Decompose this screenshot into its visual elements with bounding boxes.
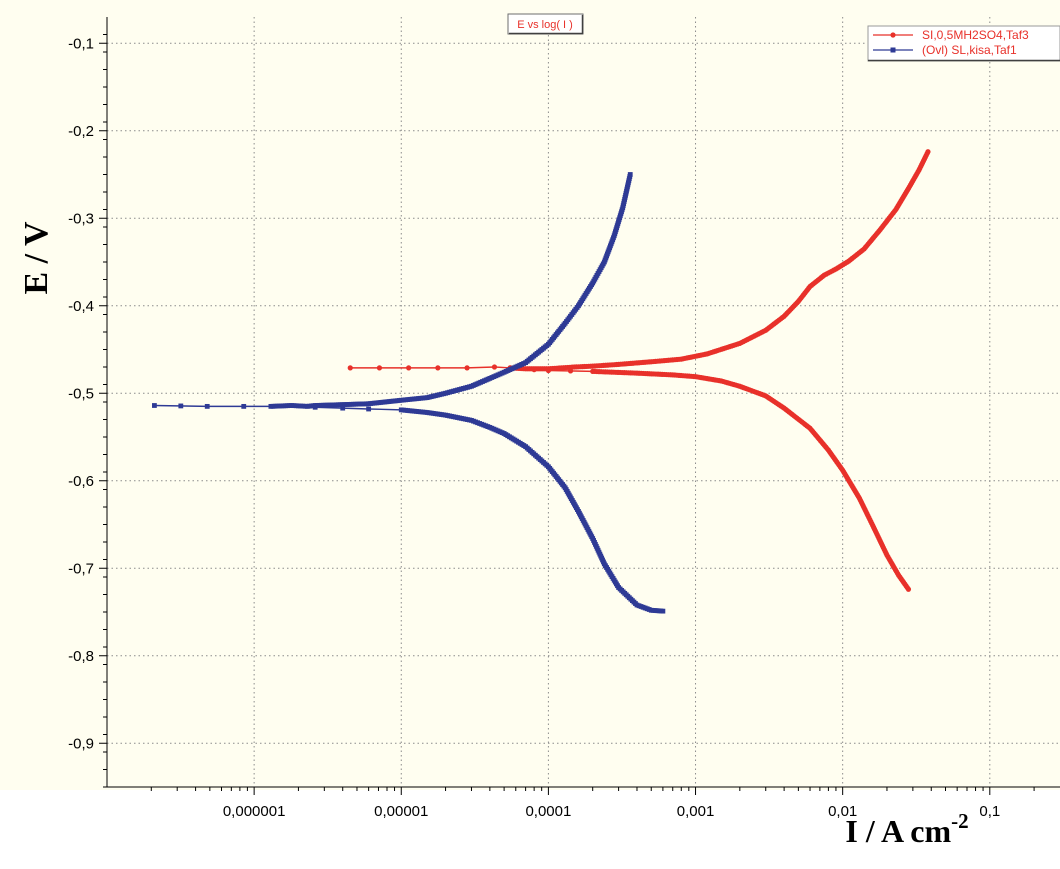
data-point-circle — [376, 365, 383, 371]
plot-title: E vs log( I ) — [517, 19, 573, 31]
data-point-circle — [435, 365, 441, 371]
y-tick-label: -0,4 — [68, 298, 94, 315]
legend-marker-circle — [890, 32, 896, 38]
data-point-square — [660, 608, 666, 614]
data-point-circle — [406, 365, 412, 371]
x-tick-label: 0,0001 — [525, 803, 571, 820]
y-tick-label: -0,6 — [68, 473, 94, 490]
y-tick-label: -0,9 — [68, 735, 94, 752]
data-point-square — [204, 403, 210, 409]
x-tick-label: 0,00001 — [374, 803, 428, 820]
data-point-square — [152, 403, 157, 408]
legend-box — [867, 25, 1060, 62]
axes-layer — [99, 17, 1060, 795]
y-tick-label: -0,2 — [68, 123, 94, 140]
x-tick-label: 0,001 — [677, 803, 715, 820]
plot-title-button[interactable]: E vs log( I ) — [507, 13, 584, 35]
data-point-square — [366, 406, 372, 412]
x-axis-title: I / A cm-2 — [845, 809, 968, 849]
y-tick-label: -0,8 — [68, 648, 94, 665]
plot-area — [0, 0, 1060, 790]
y-tick-label: -0,1 — [68, 35, 94, 52]
y-tick-label: -0,7 — [68, 560, 94, 577]
data-point-circle — [545, 367, 552, 374]
y-axis-title: E / V — [18, 221, 55, 295]
data-point-circle — [464, 365, 470, 371]
data-point-square — [178, 403, 184, 409]
grid-layer — [107, 17, 1060, 787]
y-tick-label: -0,3 — [68, 210, 94, 227]
data-point-square — [241, 403, 247, 409]
data-point-square — [312, 404, 318, 410]
data-point-square — [627, 172, 633, 177]
x-tick-label: 0,000001 — [223, 803, 286, 820]
data-point-circle — [491, 364, 498, 370]
data-point-circle — [905, 586, 912, 592]
y-tick-label: -0,5 — [68, 385, 94, 402]
data-point-circle — [925, 149, 931, 155]
legend-entry-blue: (Ovl) SL,kisa,Taf1 — [873, 43, 1017, 57]
legend-marker-square — [890, 47, 896, 53]
data-point-square — [340, 405, 346, 411]
x-tick-label: 0,01 — [828, 803, 857, 820]
legend-label-blue: (Ovl) SL,kisa,Taf1 — [922, 43, 1017, 57]
data-point-circle — [347, 365, 353, 371]
x-axis-title-main: I / A cm — [845, 813, 951, 849]
series-layer — [152, 149, 931, 614]
legend[interactable]: SI,0,5MH2SO4,Taf3 (Ovl) SL,kisa,Taf1 — [867, 25, 1060, 62]
x-axis-title-exponent: -2 — [951, 809, 969, 833]
data-point-circle — [531, 367, 537, 373]
legend-label-red: SI,0,5MH2SO4,Taf3 — [922, 28, 1029, 42]
data-point-circle — [567, 368, 574, 374]
legend-entry-red: SI,0,5MH2SO4,Taf3 — [873, 28, 1029, 42]
tick-labels-layer: 0,000001 0,00001 0,0001 0,001 0,01 0,1 -0,1 -0,… — [68, 35, 1000, 820]
x-tick-label: 0,1 — [979, 803, 1000, 820]
